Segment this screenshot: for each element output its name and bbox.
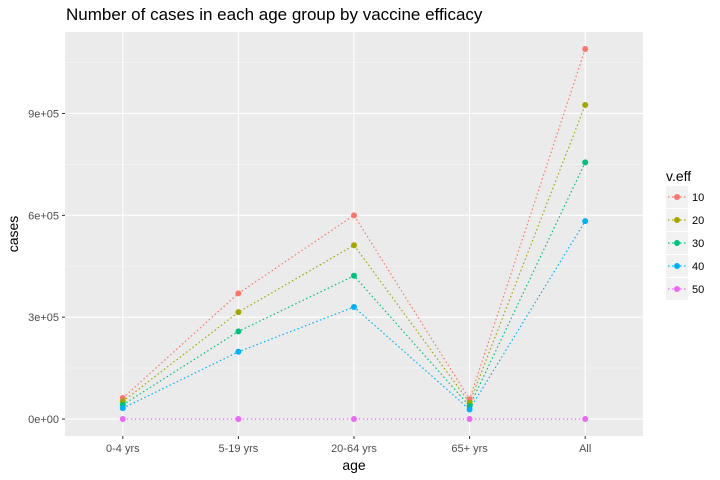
x-tick-label: All [579, 443, 591, 455]
data-point-10 [351, 212, 357, 219]
legend-key-point [674, 240, 680, 246]
y-tick-label: 6e+05 [28, 210, 59, 222]
data-point-50 [351, 416, 357, 423]
legend-label: 30 [692, 238, 704, 250]
series-points [119, 45, 589, 423]
x-tick-label: 0-4 yrs [106, 443, 140, 455]
data-point-40 [351, 303, 357, 310]
data-point-40 [582, 218, 589, 225]
chart-title: Number of cases in each age group by vac… [66, 5, 483, 24]
data-point-50 [466, 416, 473, 423]
data-point-40 [235, 348, 242, 355]
legend-label: 10 [692, 192, 704, 204]
data-point-10 [235, 290, 242, 297]
legend: v.eff 10 20 30 40 50 [666, 168, 704, 300]
legend-key-point [674, 217, 680, 223]
data-point-20 [582, 101, 589, 108]
y-tick-label: 0e+00 [28, 414, 59, 426]
x-tick-label: 20-64 yrs [331, 443, 377, 455]
data-point-30 [235, 328, 242, 335]
legend-title: v.eff [666, 168, 691, 184]
legend-key-point [674, 194, 680, 200]
y-axis: 0e+00 3e+05 6e+05 9e+05 [28, 108, 65, 426]
data-point-30 [582, 159, 589, 166]
legend-label: 20 [692, 215, 704, 227]
data-point-20 [235, 309, 242, 316]
legend-label: 40 [692, 261, 704, 273]
data-point-40 [119, 405, 126, 412]
x-tick-label: 5-19 yrs [219, 443, 259, 455]
x-axis: 0-4 yrs 5-19 yrs 20-64 yrs 65+ yrs All [106, 436, 591, 455]
y-tick-label: 3e+05 [28, 312, 59, 324]
data-point-50 [235, 416, 242, 423]
x-tick-label: 65+ yrs [451, 443, 488, 455]
gridlines [65, 32, 643, 436]
legend-label: 50 [692, 284, 704, 296]
data-point-20 [351, 242, 357, 249]
y-axis-title: cases [5, 216, 21, 253]
legend-key-point [674, 263, 680, 269]
series-line-20 [122, 104, 586, 404]
data-point-50 [119, 416, 126, 423]
x-axis-title: age [342, 457, 366, 473]
y-tick-label: 9e+05 [28, 108, 59, 120]
data-point-30 [351, 272, 357, 279]
data-point-40 [466, 406, 473, 413]
data-point-50 [582, 416, 589, 423]
legend-key-point [674, 286, 680, 292]
data-point-10 [582, 45, 589, 52]
